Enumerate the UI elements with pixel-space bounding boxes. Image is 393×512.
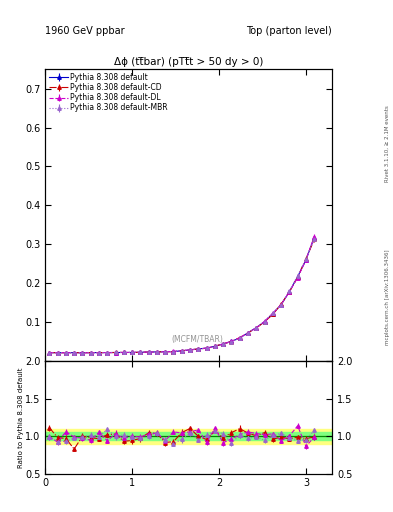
Bar bbox=[45, 433, 332, 440]
Bar bbox=[45, 429, 332, 443]
Title: Δϕ (tt̅bar) (pTt̅t > 50 dy > 0): Δϕ (tt̅bar) (pTt̅t > 50 dy > 0) bbox=[114, 57, 263, 67]
Text: 1960 GeV ppbar: 1960 GeV ppbar bbox=[45, 26, 125, 36]
Text: Rivet 3.1.10, ≥ 2.1M events: Rivet 3.1.10, ≥ 2.1M events bbox=[385, 105, 389, 182]
Text: mcplots.cern.ch [arXiv:1306.3436]: mcplots.cern.ch [arXiv:1306.3436] bbox=[385, 249, 389, 345]
Text: Top (parton level): Top (parton level) bbox=[246, 26, 332, 36]
Y-axis label: Ratio to Pythia 8.308 default: Ratio to Pythia 8.308 default bbox=[18, 367, 24, 467]
Text: (MCFM/TBAR): (MCFM/TBAR) bbox=[171, 335, 223, 344]
Legend: Pythia 8.308 default, Pythia 8.308 default-CD, Pythia 8.308 default-DL, Pythia 8: Pythia 8.308 default, Pythia 8.308 defau… bbox=[48, 72, 169, 113]
